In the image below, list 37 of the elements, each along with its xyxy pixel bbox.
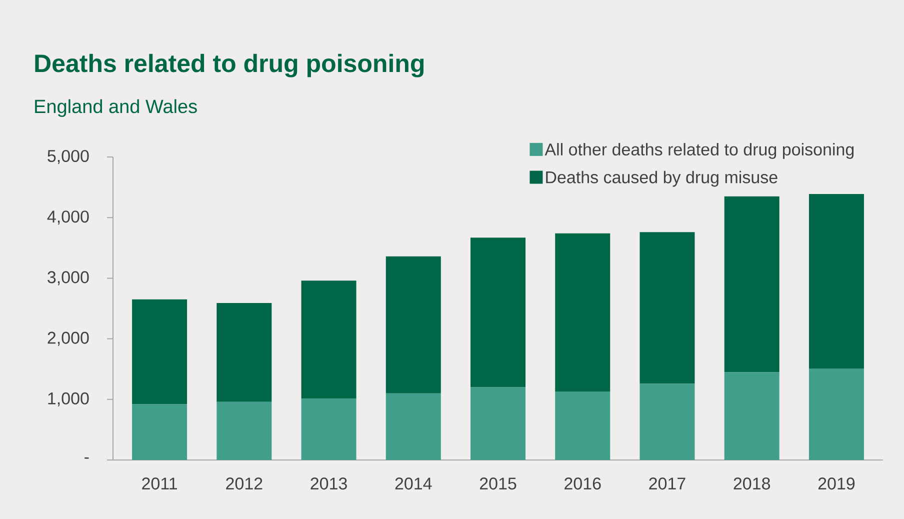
x-tick-label: 2011 [142, 478, 177, 490]
x-tick-label: 2012 [226, 478, 262, 490]
bar [724, 196, 780, 372]
y-tick-label: 1,000 [48, 392, 89, 406]
x-tick-label: 2017 [649, 478, 686, 490]
bar [301, 280, 356, 399]
bar [216, 303, 272, 402]
bar [555, 392, 610, 460]
y-tick-label: 3,000 [48, 271, 89, 286]
bar [640, 232, 695, 384]
bar [386, 256, 441, 394]
bar [470, 238, 526, 388]
bar [808, 194, 864, 368]
y-tick-label: 2,000 [48, 332, 89, 346]
legend-label: Deaths caused by drug misuse [546, 170, 778, 187]
bar [386, 393, 441, 460]
bar [640, 384, 695, 460]
x-tick-label: 2014 [395, 478, 432, 490]
x-tick-label: 2018 [734, 478, 770, 490]
bar [724, 372, 780, 460]
x-tick-label: 2019 [818, 478, 855, 490]
y-tick-label: 5,000 [48, 150, 89, 164]
y-tick-label: - [84, 457, 89, 459]
bar [132, 299, 188, 404]
y-tick-label: 4,000 [47, 210, 89, 225]
bar [216, 402, 272, 460]
bar [132, 404, 188, 460]
x-tick-label: 2013 [310, 478, 347, 490]
x-tick-label: 2016 [564, 478, 601, 490]
bar [301, 398, 356, 460]
chart-subtitle: England and Wales [35, 99, 197, 117]
chart-title: Deaths related to drug poisoning [35, 54, 424, 78]
bar [555, 233, 610, 392]
legend-label: All other deaths related to drug poisoning [544, 143, 854, 159]
bar [808, 368, 864, 460]
x-tick-label: 2015 [480, 478, 516, 490]
bar [470, 387, 526, 460]
